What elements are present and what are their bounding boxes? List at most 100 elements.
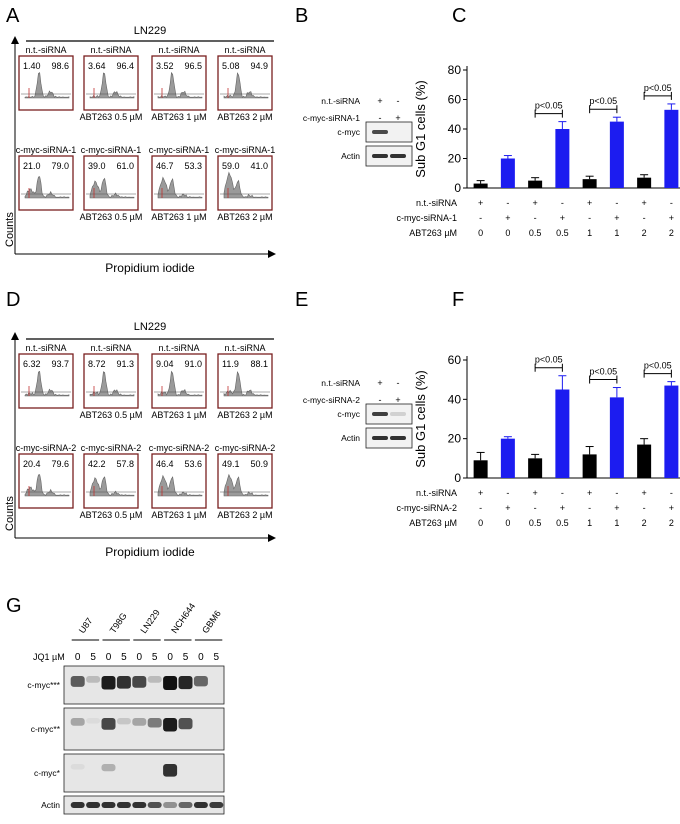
histogram-treatment: ABT263 0.5 µM bbox=[80, 212, 143, 222]
sig-label: p<0.05 bbox=[589, 367, 617, 377]
table-cell: - bbox=[506, 488, 509, 498]
histogram-curve bbox=[223, 72, 269, 99]
gate-left-percent: 3.52 bbox=[156, 61, 174, 71]
table-cell: + bbox=[587, 198, 592, 208]
band bbox=[390, 436, 406, 440]
blot-frame bbox=[365, 121, 413, 143]
counts-label: Counts bbox=[4, 496, 16, 531]
histogram-title: c-myc-siRNA-1 bbox=[149, 145, 210, 155]
table-cell: - bbox=[506, 198, 509, 208]
table-cell: + bbox=[505, 503, 510, 513]
bar bbox=[500, 158, 515, 188]
histogram-frame bbox=[18, 453, 74, 509]
histogram-frame bbox=[18, 353, 74, 409]
x-arrow-head bbox=[268, 534, 276, 542]
histogram-curve bbox=[157, 474, 203, 497]
histogram-treatment: ABT263 0.5 µM bbox=[80, 510, 143, 520]
table-cell: 0.5 bbox=[556, 228, 569, 238]
histogram-title: c-myc-siRNA-1 bbox=[81, 145, 142, 155]
table-cell: - bbox=[643, 213, 646, 223]
y-arrow-head bbox=[11, 332, 19, 340]
band bbox=[132, 802, 147, 808]
table-cell: + bbox=[560, 503, 565, 513]
band bbox=[86, 676, 101, 683]
table-cell: 1 bbox=[587, 518, 592, 528]
treatment-sign: + bbox=[377, 96, 382, 106]
sig-label: p<0.05 bbox=[535, 101, 563, 111]
table-cell: - bbox=[670, 198, 673, 208]
dose-label: 0 bbox=[198, 652, 204, 663]
histogram-curve bbox=[223, 370, 269, 397]
histogram-curve bbox=[24, 72, 70, 99]
table-cell: - bbox=[534, 213, 537, 223]
gate-left-percent: 46.7 bbox=[156, 161, 174, 171]
gate-left-percent: 46.4 bbox=[156, 459, 174, 469]
table-cell: + bbox=[641, 488, 646, 498]
dose-label: 0 bbox=[137, 652, 143, 663]
band bbox=[193, 802, 208, 808]
band bbox=[132, 718, 147, 726]
bar bbox=[528, 180, 543, 188]
table-cell: - bbox=[561, 488, 564, 498]
band bbox=[132, 676, 147, 688]
gate-right-percent: 79.6 bbox=[51, 459, 69, 469]
band bbox=[163, 802, 178, 808]
histogram-frame bbox=[217, 353, 273, 409]
cell-line-label: T98G bbox=[108, 611, 129, 635]
gate-right-percent: 91.0 bbox=[184, 359, 202, 369]
histogram-curve bbox=[157, 176, 203, 199]
histogram-treatment: ABT263 1 µM bbox=[151, 212, 206, 222]
y-tick-label: 0 bbox=[454, 471, 461, 485]
table-cell: + bbox=[532, 198, 537, 208]
histogram-title: n.t.-siRNA bbox=[224, 45, 265, 55]
y-tick-label: 40 bbox=[448, 122, 462, 136]
table-cell: 0 bbox=[478, 518, 483, 528]
band bbox=[163, 676, 178, 690]
panel-label-b: B bbox=[295, 5, 308, 27]
band-label: c-myc* bbox=[34, 768, 61, 778]
histogram-frame bbox=[18, 55, 74, 111]
table-cell: - bbox=[588, 503, 591, 513]
treatment-label: JQ1 µM bbox=[33, 652, 65, 662]
band bbox=[116, 802, 131, 808]
band-label: Actin bbox=[41, 800, 60, 810]
histogram-title: c-myc-siRNA-2 bbox=[16, 443, 77, 453]
table-cell: + bbox=[669, 213, 674, 223]
histogram-curve bbox=[24, 176, 70, 199]
band bbox=[86, 718, 101, 724]
flow-grid: n.t.-siRNA 1.40 98.6 n.t.-siRNA 3.64 96.4 ABT2… bbox=[16, 45, 276, 222]
cell-line-label: NCH644 bbox=[169, 601, 197, 635]
gate-right-percent: 53.6 bbox=[184, 459, 202, 469]
sig-label: p<0.05 bbox=[644, 83, 672, 93]
gate-left-percent: 9.04 bbox=[156, 359, 174, 369]
band bbox=[193, 676, 208, 687]
flow-grid: n.t.-siRNA 6.32 93.7 n.t.-siRNA 8.72 91.3 ABT2… bbox=[16, 343, 276, 520]
gate-right-percent: 96.4 bbox=[116, 61, 134, 71]
cell-line-label: LN229 bbox=[134, 25, 166, 37]
y-tick-label: 80 bbox=[448, 63, 462, 77]
gate-right-percent: 53.3 bbox=[184, 161, 202, 171]
blot-frame bbox=[365, 145, 413, 167]
counts-label: Counts bbox=[4, 212, 16, 247]
dose-label: 5 bbox=[214, 652, 220, 663]
bar bbox=[555, 129, 570, 188]
band bbox=[178, 802, 193, 808]
y-axis-title: Sub G1 cells (%) bbox=[413, 370, 428, 468]
band-label: Actin bbox=[341, 151, 360, 161]
gate-left-percent: 3.64 bbox=[88, 61, 106, 71]
cell-line-label: GBM6 bbox=[200, 609, 223, 636]
gate-right-percent: 50.9 bbox=[250, 459, 268, 469]
treatment-sign: - bbox=[379, 113, 382, 123]
band bbox=[163, 718, 178, 732]
blot-frame bbox=[63, 707, 225, 751]
gate-right-percent: 41.0 bbox=[250, 161, 268, 171]
table-cell: + bbox=[587, 488, 592, 498]
treatment-row-label: n.t.-siRNA bbox=[321, 96, 360, 106]
gate-right-percent: 57.8 bbox=[116, 459, 134, 469]
gate-right-percent: 88.1 bbox=[250, 359, 268, 369]
gate-right-percent: 94.9 bbox=[250, 61, 268, 71]
flow-panel-a: LN229 Counts Propidium iodide n.t.-siRNA… bbox=[4, 25, 276, 275]
table-row-label: n.t.-siRNA bbox=[416, 198, 457, 208]
